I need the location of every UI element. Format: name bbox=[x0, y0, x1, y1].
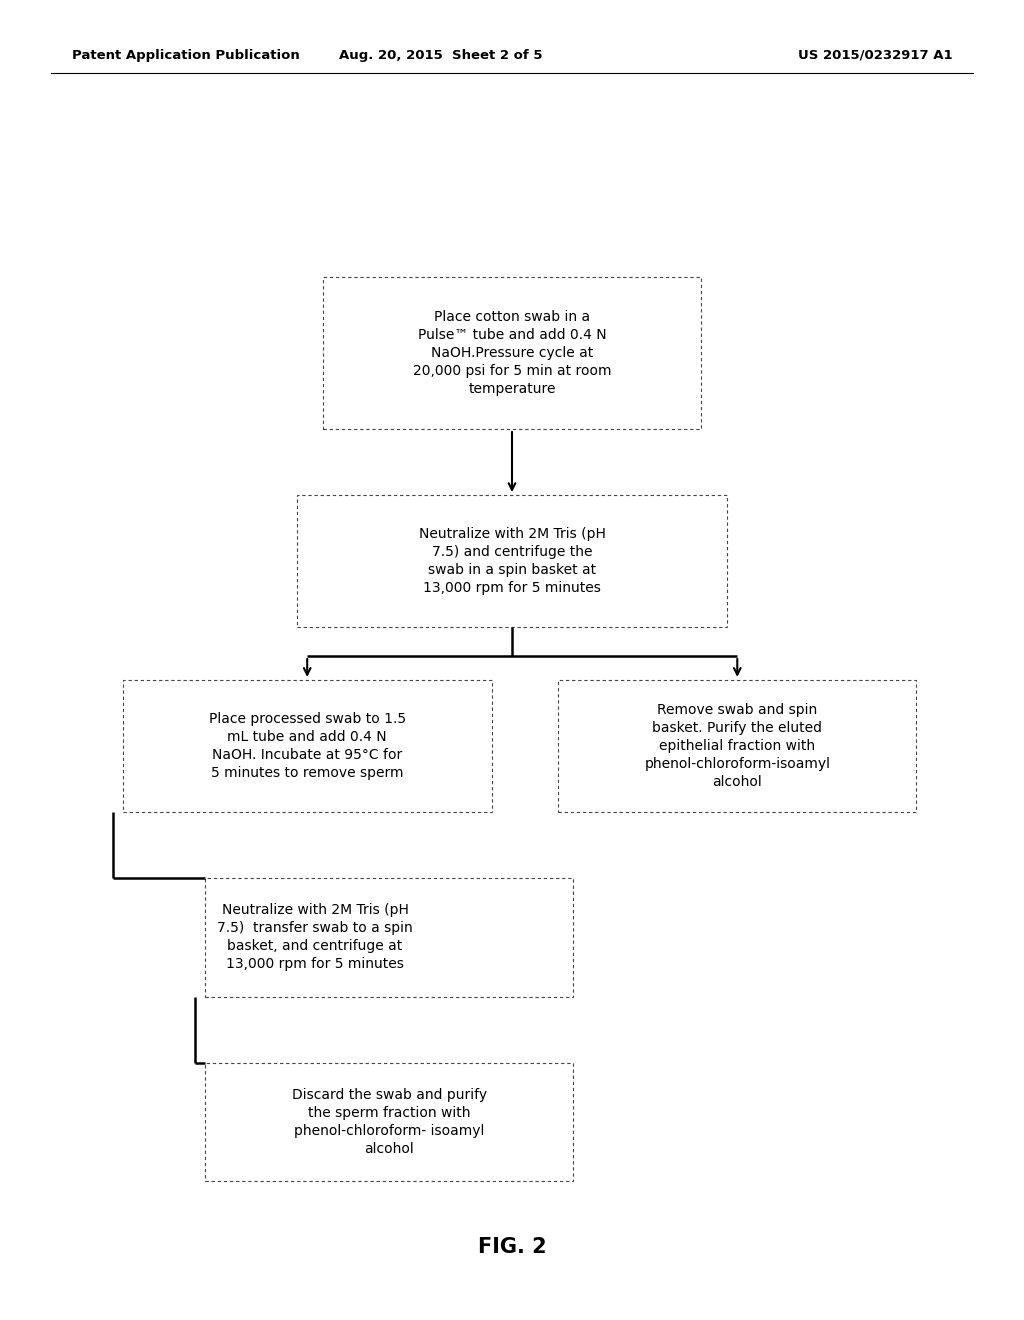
Text: FIG. 2: FIG. 2 bbox=[477, 1237, 547, 1258]
Text: Neutralize with 2M Tris (pH
7.5)  transfer swab to a spin
basket, and centrifuge: Neutralize with 2M Tris (pH 7.5) transfe… bbox=[217, 903, 413, 972]
Text: Place cotton swab in a
Pulse™ tube and add 0.4 N
NaOH.Pressure cycle at
20,000 p: Place cotton swab in a Pulse™ tube and a… bbox=[413, 310, 611, 396]
Text: Aug. 20, 2015  Sheet 2 of 5: Aug. 20, 2015 Sheet 2 of 5 bbox=[339, 49, 542, 62]
Text: Place processed swab to 1.5
mL tube and add 0.4 N
NaOH. Incubate at 95°C for
5 m: Place processed swab to 1.5 mL tube and … bbox=[209, 711, 406, 780]
Text: Discard the swab and purify
the sperm fraction with
phenol-chloroform- isoamyl
a: Discard the swab and purify the sperm fr… bbox=[292, 1088, 486, 1156]
Text: Remove swab and spin
basket. Purify the eluted
epithelial fraction with
phenol-c: Remove swab and spin basket. Purify the … bbox=[644, 704, 830, 788]
FancyBboxPatch shape bbox=[205, 878, 573, 997]
Text: US 2015/0232917 A1: US 2015/0232917 A1 bbox=[798, 49, 952, 62]
FancyBboxPatch shape bbox=[123, 680, 492, 812]
FancyBboxPatch shape bbox=[323, 277, 701, 429]
FancyBboxPatch shape bbox=[558, 680, 916, 812]
FancyBboxPatch shape bbox=[205, 1063, 573, 1181]
Text: Neutralize with 2M Tris (pH
7.5) and centrifuge the
swab in a spin basket at
13,: Neutralize with 2M Tris (pH 7.5) and cen… bbox=[419, 527, 605, 595]
FancyBboxPatch shape bbox=[297, 495, 727, 627]
Text: Patent Application Publication: Patent Application Publication bbox=[72, 49, 299, 62]
